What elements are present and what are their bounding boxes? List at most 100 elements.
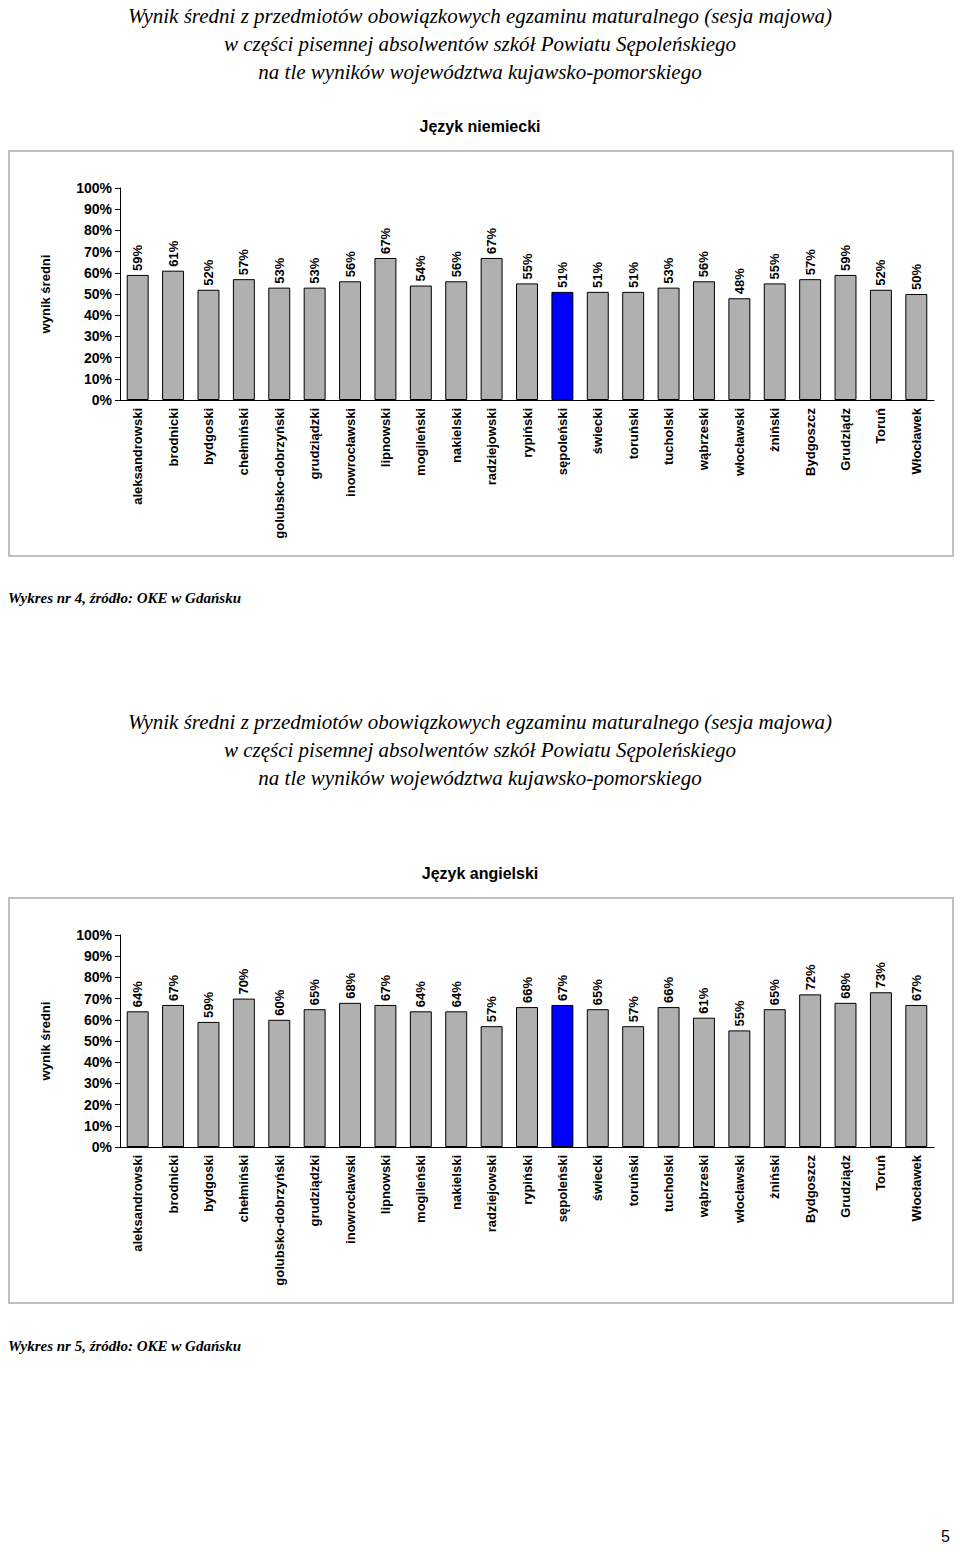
- svg-text:72%: 72%: [803, 964, 818, 990]
- svg-text:60%: 60%: [272, 989, 287, 1015]
- svg-text:Włocławek: Włocławek: [909, 1154, 924, 1221]
- svg-text:61%: 61%: [166, 240, 181, 266]
- svg-text:51%: 51%: [555, 261, 570, 287]
- svg-text:56%: 56%: [449, 251, 464, 277]
- svg-text:60%: 60%: [84, 1012, 113, 1028]
- svg-text:mogileński: mogileński: [413, 1155, 428, 1223]
- svg-text:włocławski: włocławski: [732, 1155, 747, 1224]
- svg-text:53%: 53%: [307, 257, 322, 283]
- svg-text:55%: 55%: [520, 253, 535, 279]
- svg-text:żniński: żniński: [767, 408, 782, 452]
- svg-text:52%: 52%: [873, 259, 888, 285]
- svg-text:20%: 20%: [84, 350, 113, 366]
- svg-text:wynik średni: wynik średni: [38, 255, 53, 335]
- svg-text:Toruń: Toruń: [873, 1155, 888, 1191]
- svg-text:70%: 70%: [84, 991, 113, 1007]
- svg-text:grudziądzki: grudziądzki: [307, 1155, 322, 1227]
- svg-text:67%: 67%: [909, 975, 924, 1001]
- svg-text:67%: 67%: [378, 228, 393, 254]
- svg-text:brodnicki: brodnicki: [166, 1155, 181, 1214]
- svg-text:golubsko-dobrzyński: golubsko-dobrzyński: [272, 408, 287, 539]
- svg-text:51%: 51%: [626, 261, 641, 287]
- svg-text:0%: 0%: [92, 1139, 113, 1155]
- svg-text:51%: 51%: [590, 261, 605, 287]
- svg-text:53%: 53%: [272, 257, 287, 283]
- svg-text:30%: 30%: [84, 1075, 113, 1091]
- svg-text:rypiński: rypiński: [520, 1155, 535, 1205]
- svg-text:59%: 59%: [201, 991, 216, 1017]
- svg-text:wynik średni: wynik średni: [38, 1002, 53, 1082]
- svg-text:0%: 0%: [92, 392, 113, 408]
- svg-text:65%: 65%: [307, 979, 322, 1005]
- svg-text:55%: 55%: [732, 1000, 747, 1026]
- svg-text:64%: 64%: [449, 981, 464, 1007]
- svg-text:wąbrzeski: wąbrzeski: [696, 408, 711, 471]
- svg-text:59%: 59%: [838, 244, 853, 270]
- svg-text:57%: 57%: [484, 996, 499, 1022]
- svg-text:sępoleński: sępoleński: [555, 408, 570, 475]
- svg-text:67%: 67%: [166, 975, 181, 1001]
- svg-text:sępoleński: sępoleński: [555, 1155, 570, 1222]
- svg-text:wąbrzeski: wąbrzeski: [696, 1155, 711, 1218]
- svg-text:inowrocławski: inowrocławski: [343, 1155, 358, 1244]
- svg-text:65%: 65%: [767, 979, 782, 1005]
- svg-text:60%: 60%: [84, 265, 113, 281]
- svg-text:53%: 53%: [661, 257, 676, 283]
- svg-text:70%: 70%: [236, 968, 251, 994]
- svg-text:bydgoski: bydgoski: [201, 1155, 216, 1212]
- svg-text:10%: 10%: [84, 371, 113, 387]
- svg-text:Włocławek: Włocławek: [909, 407, 924, 474]
- svg-text:rypiński: rypiński: [520, 408, 535, 458]
- svg-text:Grudziądz: Grudziądz: [838, 1155, 853, 1218]
- svg-text:golubsko-dobrzyński: golubsko-dobrzyński: [272, 1155, 287, 1286]
- svg-text:tucholski: tucholski: [661, 408, 676, 465]
- svg-text:20%: 20%: [84, 1097, 113, 1113]
- svg-text:grudziądzki: grudziądzki: [307, 408, 322, 480]
- svg-text:52%: 52%: [201, 259, 216, 285]
- svg-text:30%: 30%: [84, 328, 113, 344]
- svg-text:67%: 67%: [555, 975, 570, 1001]
- svg-text:nakielski: nakielski: [449, 1155, 464, 1210]
- svg-text:54%: 54%: [413, 255, 428, 281]
- svg-text:65%: 65%: [590, 979, 605, 1005]
- svg-text:Bydgoszcz: Bydgoszcz: [803, 1155, 818, 1223]
- svg-text:56%: 56%: [343, 251, 358, 277]
- svg-text:40%: 40%: [84, 307, 113, 323]
- svg-text:radziejowski: radziejowski: [484, 1155, 499, 1232]
- svg-text:80%: 80%: [84, 222, 113, 238]
- svg-text:100%: 100%: [76, 927, 112, 943]
- svg-text:chełmiński: chełmiński: [236, 408, 251, 475]
- svg-text:57%: 57%: [803, 249, 818, 275]
- svg-text:68%: 68%: [343, 972, 358, 998]
- svg-text:bydgoski: bydgoski: [201, 408, 216, 465]
- svg-text:toruński: toruński: [626, 408, 641, 459]
- svg-text:inowrocławski: inowrocławski: [343, 408, 358, 497]
- svg-text:67%: 67%: [378, 975, 393, 1001]
- svg-text:aleksandrowski: aleksandrowski: [130, 408, 145, 505]
- svg-text:56%: 56%: [696, 251, 711, 277]
- svg-text:tucholski: tucholski: [661, 1155, 676, 1212]
- svg-text:świecki: świecki: [590, 408, 605, 454]
- svg-text:lipnowski: lipnowski: [378, 408, 393, 467]
- svg-text:59%: 59%: [130, 244, 145, 270]
- svg-text:73%: 73%: [873, 962, 888, 988]
- svg-text:świecki: świecki: [590, 1155, 605, 1201]
- svg-text:żniński: żniński: [767, 1155, 782, 1199]
- svg-text:68%: 68%: [838, 972, 853, 998]
- svg-text:67%: 67%: [484, 228, 499, 254]
- svg-text:90%: 90%: [84, 201, 113, 217]
- svg-text:Grudziądz: Grudziądz: [838, 408, 853, 471]
- svg-text:toruński: toruński: [626, 1155, 641, 1206]
- svg-text:Toruń: Toruń: [873, 408, 888, 444]
- svg-text:64%: 64%: [130, 981, 145, 1007]
- svg-text:57%: 57%: [236, 249, 251, 275]
- svg-text:90%: 90%: [84, 948, 113, 964]
- svg-text:Bydgoszcz: Bydgoszcz: [803, 408, 818, 476]
- svg-text:50%: 50%: [84, 286, 113, 302]
- svg-text:lipnowski: lipnowski: [378, 1155, 393, 1214]
- svg-text:włocławski: włocławski: [732, 408, 747, 477]
- svg-text:66%: 66%: [661, 977, 676, 1003]
- svg-text:brodnicki: brodnicki: [166, 408, 181, 467]
- svg-text:radziejowski: radziejowski: [484, 408, 499, 485]
- svg-text:66%: 66%: [520, 977, 535, 1003]
